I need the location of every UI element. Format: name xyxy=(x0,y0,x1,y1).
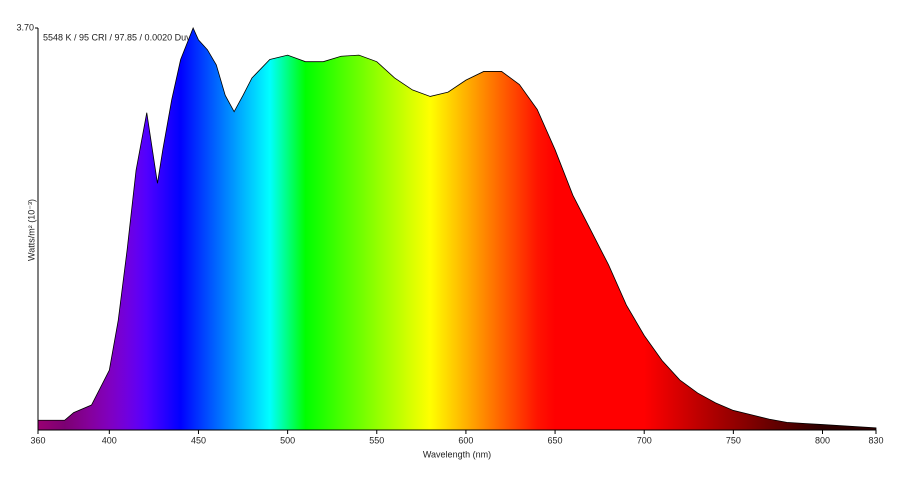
spectrum-area xyxy=(37,26,877,431)
x-tick-label: 650 xyxy=(548,435,563,445)
x-tick-label: 450 xyxy=(191,435,206,445)
x-tick-label: 700 xyxy=(637,435,652,445)
y-tick-label: 3.70 xyxy=(16,22,34,32)
annotation: 5548 K / 95 CRI / 97.85 / 0.0020 Duv xyxy=(43,32,191,42)
x-tick-label: 600 xyxy=(458,435,473,445)
x-tick-label: 500 xyxy=(280,435,295,445)
x-tick-label: 400 xyxy=(102,435,117,445)
y-axis-label: Watts/m² (10⁻³) xyxy=(26,199,36,261)
x-tick-label: 800 xyxy=(815,435,830,445)
x-tick-label: 750 xyxy=(726,435,741,445)
x-axis-label: Wavelength (nm) xyxy=(423,449,491,459)
x-tick-label: 550 xyxy=(369,435,384,445)
x-tick-label: 360 xyxy=(30,435,45,445)
x-tick-label: 830 xyxy=(868,435,883,445)
